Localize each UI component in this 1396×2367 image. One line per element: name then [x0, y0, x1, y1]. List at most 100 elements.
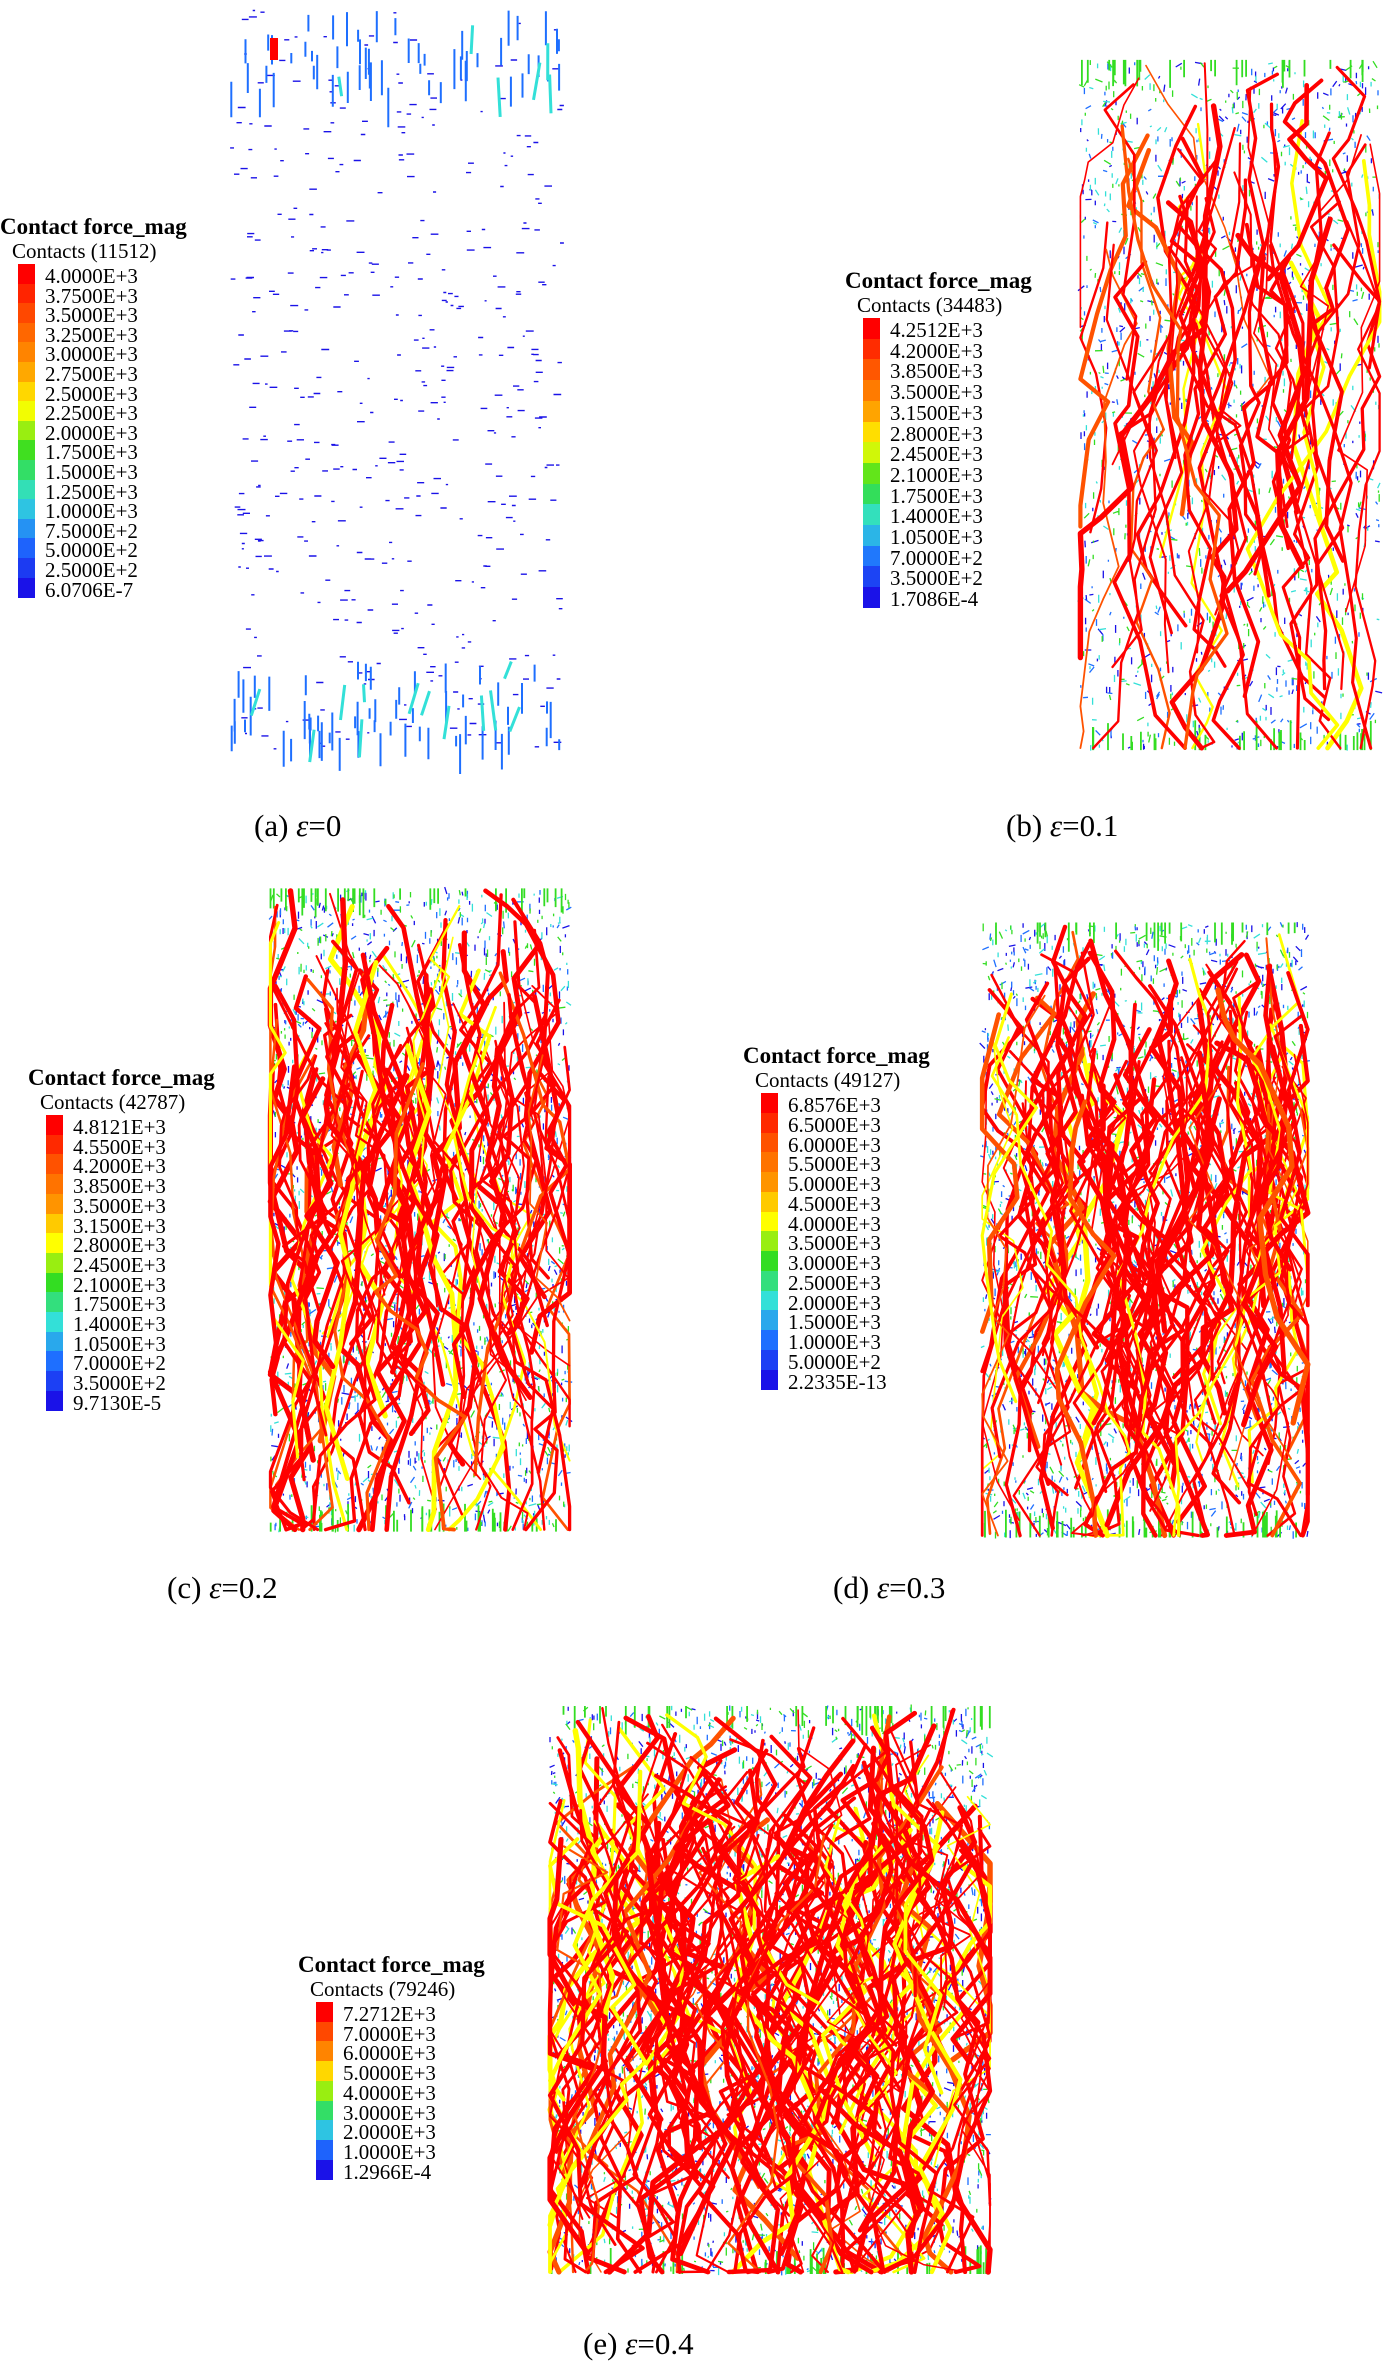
legend-a-swatch: [18, 460, 35, 481]
legend-a-swatch: [18, 381, 35, 402]
legend-e-swatch: [316, 2159, 333, 2180]
legend-c-title: Contact force_mag: [28, 1065, 215, 1090]
legend-b-swatch: [863, 338, 880, 360]
legend-b-swatch: [863, 359, 880, 381]
legend-c-label: 3.1500E+3: [73, 1213, 166, 1238]
legend-b-label: 3.5000E+2: [890, 566, 983, 591]
legend-e-swatch: [316, 2061, 333, 2082]
legend-e-swatch: [316, 2002, 333, 2023]
legend-b-swatch: [863, 587, 880, 609]
legend-a-swatch: [18, 558, 35, 579]
legend-c-label: 3.8500E+3: [73, 1174, 166, 1199]
caption-b: (b) ε=0.1: [1006, 808, 1118, 844]
legend-d-label: 1.5000E+3: [788, 1310, 881, 1335]
legend-d: Contact force_mag Contacts (49127) 6.8576E…: [743, 1043, 973, 1553]
legend-b-label: 3.1500E+3: [890, 400, 983, 425]
legend-c-swatch: [46, 1351, 63, 1372]
caption-e-value: =0.4: [637, 2326, 694, 2361]
legend-c-swatch: [46, 1213, 63, 1234]
legend-b-label: 3.8500E+3: [890, 359, 983, 384]
legend-a-label: 1.7500E+3: [45, 440, 138, 465]
legend-d-label: 6.5000E+3: [788, 1112, 881, 1137]
legend-a-label: 3.0000E+3: [45, 342, 138, 367]
legend-a-label: 3.5000E+3: [45, 303, 138, 328]
legend-d-swatch: [761, 1211, 778, 1232]
legend-c-swatch: [46, 1193, 63, 1214]
legend-a-label: 1.5000E+3: [45, 460, 138, 484]
legend-a-title: Contact force_mag: [0, 214, 187, 239]
legend-a-swatch: [18, 518, 35, 539]
caption-e-symbol: ε: [625, 2326, 638, 2361]
specimen-c: [267, 886, 573, 1533]
legend-d-swatch: [761, 1152, 778, 1173]
legend-d-swatch: [761, 1349, 778, 1370]
legend-d-label: 2.0000E+3: [788, 1290, 881, 1315]
legend-c-label: 4.2000E+3: [73, 1154, 166, 1179]
caption-c-symbol: ε: [209, 1570, 222, 1605]
caption-e: (e) ε=0.4: [583, 2326, 694, 2362]
legend-b: Contact force_mag Contacts (34483) 4.2512E…: [845, 268, 1075, 778]
legend-b-label: 1.7500E+3: [890, 483, 983, 508]
legend-c-swatch: [46, 1371, 63, 1392]
legend-d-label: 5.5000E+3: [788, 1152, 881, 1177]
legend-b-label: 2.4500E+3: [890, 442, 983, 467]
legend-b-swatch: [863, 442, 880, 464]
legend-c-label: 3.5000E+2: [73, 1371, 166, 1396]
legend-c-swatch: [46, 1134, 63, 1155]
legend-d-count: Contacts (49127): [755, 1068, 901, 1092]
legend-b-label: 1.7086E-4: [890, 587, 979, 612]
legend-d-swatch: [761, 1172, 778, 1193]
caption-d-symbol: ε: [876, 1570, 890, 1605]
legend-d-label: 3.0000E+3: [788, 1251, 881, 1275]
force-network: [979, 922, 1311, 1539]
legend-d-label: 3.5000E+3: [788, 1231, 881, 1256]
legend-c-swatch: [46, 1233, 63, 1254]
legend-a-label: 5.0000E+2: [45, 538, 138, 563]
legend-b-swatch: [863, 545, 880, 567]
legend-e-label: 6.0000E+3: [343, 2041, 436, 2066]
legend-d-swatch: [761, 1270, 778, 1291]
legend-a-swatch: [18, 322, 35, 343]
legend-a-label: 2.2500E+3: [45, 401, 138, 426]
legend-d-label: 4.5000E+3: [788, 1191, 881, 1216]
legend-a-swatch: [18, 440, 35, 461]
legend-e-label: 5.0000E+3: [343, 2061, 436, 2086]
legend-c-swatch: [46, 1312, 63, 1333]
legend-c-label: 4.5500E+3: [73, 1134, 166, 1159]
legend-c-swatch: [46, 1272, 63, 1293]
legend-b-label: 3.5000E+3: [890, 380, 983, 405]
legend-a-swatch: [18, 577, 35, 598]
legend-a-label: 2.5000E+2: [45, 558, 138, 582]
legend-a-label: 2.7500E+3: [45, 362, 138, 386]
legend-b-swatch: [863, 400, 880, 422]
legend-a-swatch: [18, 342, 35, 363]
legend-d-title: Contact force_mag: [743, 1043, 930, 1068]
legend-e-label: 7.2712E+3: [343, 2002, 436, 2026]
legend-b-label: 4.2000E+3: [890, 338, 983, 363]
legend-a-swatch: [18, 420, 35, 441]
legend-b-swatch: [863, 525, 880, 547]
legend-c-label: 1.0500E+3: [73, 1331, 166, 1356]
legend-d-swatch: [761, 1093, 778, 1114]
legend-d-label: 4.0000E+3: [788, 1211, 881, 1236]
specimen-d: [979, 922, 1311, 1539]
legend-e-count: Contacts (79246): [310, 1977, 456, 2001]
legend-b-label: 2.1000E+3: [890, 462, 983, 487]
legend-b-swatch: [863, 462, 880, 485]
legend-a-label: 3.7500E+3: [45, 283, 138, 308]
legend-a-label: 1.2500E+3: [45, 479, 138, 504]
caption-a-symbol: ε: [296, 808, 309, 843]
caption-e-prefix: (e): [583, 2326, 626, 2361]
legend-b-swatch: [863, 504, 880, 526]
legend-a-swatch: [18, 479, 35, 500]
caption-d-value: =0.3: [889, 1570, 946, 1605]
caption-c-prefix: (c): [167, 1570, 210, 1605]
legend-a-swatch: [18, 303, 35, 324]
legend-e-label: 1.0000E+3: [343, 2139, 436, 2164]
legend-d-swatch: [761, 1191, 778, 1212]
legend-e-label: 7.0000E+3: [343, 2021, 436, 2046]
caption-c-value: =0.2: [221, 1570, 278, 1605]
legend-c-swatch: [46, 1390, 63, 1411]
caption-a-value: =0: [308, 808, 342, 843]
legend-c-label: 2.4500E+3: [73, 1252, 166, 1277]
